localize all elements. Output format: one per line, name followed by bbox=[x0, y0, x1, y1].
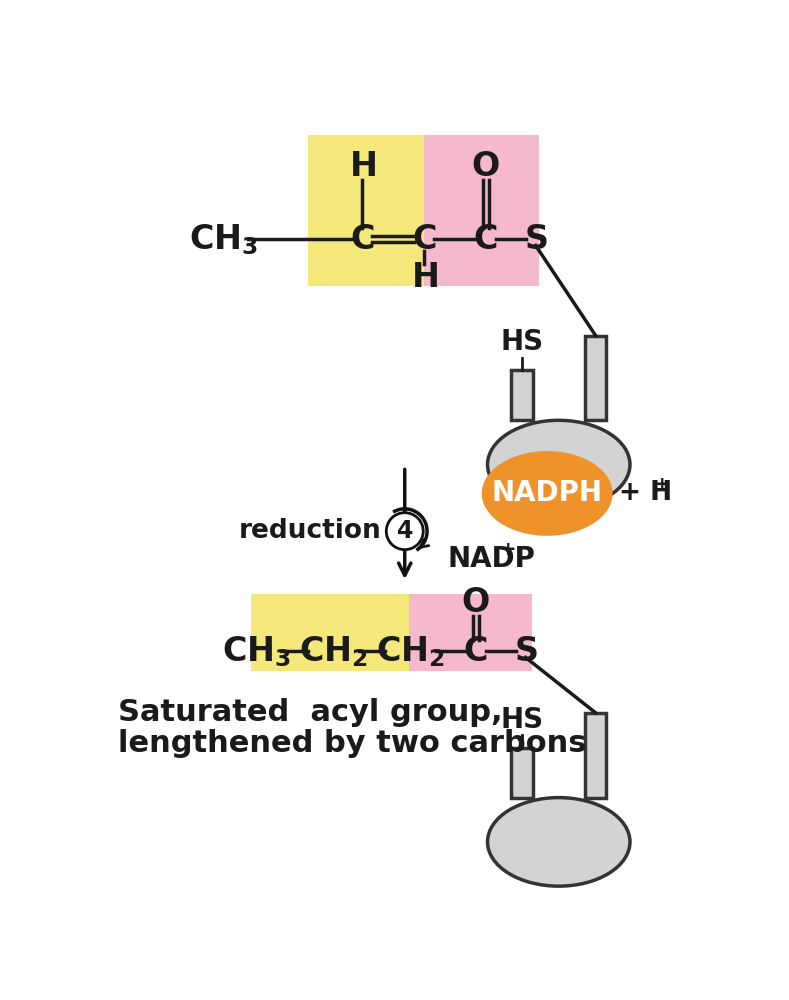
FancyBboxPatch shape bbox=[585, 713, 607, 798]
Text: $\mathbf{H}$: $\mathbf{H}$ bbox=[410, 261, 437, 294]
FancyBboxPatch shape bbox=[424, 135, 540, 286]
Ellipse shape bbox=[488, 798, 630, 886]
FancyBboxPatch shape bbox=[511, 370, 533, 420]
Text: +: + bbox=[499, 540, 516, 559]
Text: 4: 4 bbox=[397, 519, 413, 543]
FancyBboxPatch shape bbox=[308, 135, 424, 286]
Ellipse shape bbox=[488, 420, 630, 509]
Text: $\mathbf{S}$: $\mathbf{S}$ bbox=[514, 635, 537, 668]
Text: NADPH: NADPH bbox=[492, 479, 603, 507]
Text: Saturated  acyl group,: Saturated acyl group, bbox=[118, 698, 502, 727]
Text: $\mathbf{O}$: $\mathbf{O}$ bbox=[462, 586, 490, 619]
Text: HS: HS bbox=[500, 706, 544, 734]
Text: $\mathbf{O}$: $\mathbf{O}$ bbox=[471, 150, 500, 183]
Text: + H: + H bbox=[619, 480, 672, 506]
Text: NADP: NADP bbox=[447, 545, 535, 573]
FancyBboxPatch shape bbox=[251, 594, 409, 671]
Text: lengthened by two carbons: lengthened by two carbons bbox=[118, 729, 586, 758]
Text: $\mathbf{CH_2}$: $\mathbf{CH_2}$ bbox=[376, 634, 445, 669]
Text: $\mathbf{H}$: $\mathbf{H}$ bbox=[349, 150, 376, 183]
Text: $\mathbf{CH_3}$: $\mathbf{CH_3}$ bbox=[222, 634, 290, 669]
Text: $\mathbf{CH_2}$: $\mathbf{CH_2}$ bbox=[298, 634, 368, 669]
Circle shape bbox=[387, 513, 423, 550]
Text: $\mathbf{C}$: $\mathbf{C}$ bbox=[412, 223, 436, 256]
Text: +: + bbox=[654, 475, 671, 494]
Ellipse shape bbox=[482, 451, 612, 536]
Text: $\mathbf{C}$: $\mathbf{C}$ bbox=[473, 223, 498, 256]
Text: $\mathbf{S}$: $\mathbf{S}$ bbox=[524, 223, 548, 256]
Text: HS: HS bbox=[500, 328, 544, 356]
FancyBboxPatch shape bbox=[585, 336, 607, 420]
Text: $\mathbf{C}$: $\mathbf{C}$ bbox=[350, 223, 375, 256]
FancyBboxPatch shape bbox=[409, 594, 532, 671]
Text: reduction: reduction bbox=[239, 518, 382, 544]
Text: $\mathbf{C}$: $\mathbf{C}$ bbox=[463, 635, 488, 668]
Text: $\mathbf{CH_3}$: $\mathbf{CH_3}$ bbox=[189, 222, 258, 257]
FancyBboxPatch shape bbox=[511, 748, 533, 798]
